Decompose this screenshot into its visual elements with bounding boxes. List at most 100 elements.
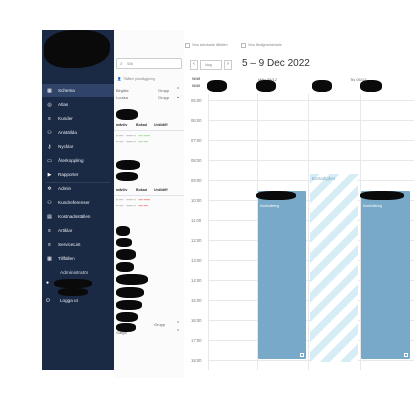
event-label: Kontrollering bbox=[260, 204, 280, 208]
employee-redacted bbox=[116, 312, 138, 322]
hour-label: 12:00 bbox=[191, 238, 202, 243]
truck-icon: ▶ bbox=[47, 171, 52, 178]
calendar-event[interactable]: Kontrollering bbox=[361, 191, 410, 359]
col-month: månliv bbox=[116, 123, 128, 127]
unavailable-block[interactable]: Bortadighet bbox=[310, 174, 358, 362]
sidebar-item-label: Rapporter bbox=[58, 172, 79, 177]
table-row: ━ ━━ ━━━ ━ ━━ ━━━ bbox=[116, 198, 151, 202]
sidebar-item-anställda[interactable]: ⚇ Anställda bbox=[42, 126, 114, 139]
search-placeholder: Sök bbox=[127, 62, 134, 66]
calendar-title: 5 – 9 Dec 2022 bbox=[242, 58, 310, 69]
group2-tag[interactable]: Grupp bbox=[158, 95, 170, 100]
column-divider bbox=[308, 94, 309, 370]
employee-redacted bbox=[116, 172, 138, 181]
hour-label: 07:00 bbox=[191, 138, 202, 143]
group1-tag[interactable]: Grupp bbox=[158, 88, 170, 93]
day-header-mon: Mån 05/12 bbox=[258, 77, 277, 82]
week-label-2: W40 bbox=[192, 83, 201, 88]
sidebar-item-label: Artiklar bbox=[58, 228, 73, 233]
chevron-up-icon[interactable]: ⌃ bbox=[176, 321, 181, 327]
sidebar-item-kostnadsställen[interactable]: ▤ Kostnadsställen bbox=[42, 210, 114, 223]
hour-label: 17:00 bbox=[191, 338, 202, 343]
header-redacted bbox=[312, 80, 332, 92]
calendar-event[interactable]: Kontrollering bbox=[258, 191, 306, 359]
sidebar-item-nycklar[interactable]: ⚷ Nycklar bbox=[42, 140, 114, 153]
col-diff: Unti/diff bbox=[154, 188, 168, 192]
users-icon: ⚇ bbox=[47, 199, 52, 206]
sidebar-item-admin[interactable]: ✲ Admin bbox=[42, 182, 114, 195]
sidebar-item-rapporter[interactable]: ▶ Rapporter bbox=[42, 168, 114, 181]
chevron-down-icon[interactable]: ⌄ bbox=[176, 94, 181, 100]
sidebar-item-schema[interactable]: ▦ Schema bbox=[42, 84, 114, 97]
bottom-group-name[interactable]: Grupp bbox=[154, 322, 166, 327]
search-input[interactable]: ⌕ Sök bbox=[116, 58, 182, 69]
day-header-tue: Tis 06/12 bbox=[350, 77, 367, 82]
table-row: ━ ━━ ━━━ ━ ━━ ━━ bbox=[116, 204, 148, 208]
sidebar-item-kundreferenser[interactable]: ⚇ Kundreferenser bbox=[42, 196, 114, 209]
chevron-up-icon[interactable]: ⌃ bbox=[176, 329, 181, 335]
chevron-up-icon[interactable]: ⌃ bbox=[176, 87, 181, 93]
employee-redacted bbox=[116, 323, 136, 332]
chat-icon: ▭ bbox=[47, 157, 52, 164]
group2-name: Louisa bbox=[116, 95, 128, 100]
sidebar-item-tillfällen[interactable]: ▦ Tillfällen bbox=[42, 252, 114, 265]
hour-label: 06:00 bbox=[191, 118, 202, 123]
column-divider bbox=[257, 94, 258, 370]
list-icon: ≡ bbox=[48, 115, 51, 122]
col-booked: Bokad bbox=[136, 188, 147, 192]
filter-panel: ⌕ Sök 👤 Tillåten planläggning Birgitta G… bbox=[114, 30, 184, 378]
logout-link[interactable]: Logga ut bbox=[60, 298, 78, 303]
list-icon: ≡ bbox=[48, 227, 51, 234]
hide-cancelled-checkbox[interactable] bbox=[185, 43, 190, 48]
sidebar-item-återkoppling[interactable]: ▭ Återkoppling bbox=[42, 154, 114, 167]
calendar-icon: ▦ bbox=[47, 255, 52, 262]
sidebar-item-kunder[interactable]: ≡ Kunder bbox=[42, 112, 114, 125]
event-title-redacted bbox=[256, 191, 296, 200]
list-icon: ≡ bbox=[48, 241, 51, 248]
event-label: Kontrollering bbox=[363, 204, 383, 208]
key-icon: ⚷ bbox=[47, 143, 52, 150]
hour-label: 15:00 bbox=[191, 298, 202, 303]
sidebar-item-artiklar[interactable]: ≡ Artiklar bbox=[42, 224, 114, 237]
column-divider bbox=[208, 94, 209, 370]
col-diff: Unti/diff bbox=[154, 123, 168, 127]
hour-label: 13:00 bbox=[191, 258, 202, 263]
hour-label: 11:00 bbox=[191, 218, 202, 223]
user-name-redacted bbox=[54, 279, 92, 288]
filter-person-icon: 👤 bbox=[117, 77, 122, 81]
table-row: ━ ━━ ━━━ ━ ━━ ━━━ bbox=[116, 134, 151, 138]
col-month: månliv bbox=[116, 188, 128, 192]
show-week-checkbox[interactable] bbox=[241, 43, 246, 48]
sidebar-item-label: Atlas bbox=[58, 102, 69, 107]
hour-label: 16:00 bbox=[191, 318, 202, 323]
sidebar-item-label: Kunder bbox=[58, 116, 73, 121]
hour-label: 14:00 bbox=[191, 278, 202, 283]
sidebar-item-label: Nycklar bbox=[58, 144, 74, 149]
sidebar-item-label: Schema bbox=[58, 88, 75, 93]
employee-redacted bbox=[116, 262, 134, 272]
hide-cancelled-label: Visa avbokade tillfällen bbox=[192, 43, 228, 47]
hour-label: 09:00 bbox=[191, 178, 202, 183]
next-button[interactable]: › bbox=[224, 60, 232, 70]
search-icon: ⌕ bbox=[120, 61, 123, 67]
hour-label: 08:00 bbox=[191, 158, 202, 163]
employee-redacted bbox=[116, 109, 138, 120]
note-icon bbox=[300, 353, 304, 357]
header-redacted bbox=[207, 80, 227, 92]
today-label: Idag bbox=[205, 63, 212, 67]
hour-grid-line bbox=[208, 160, 414, 161]
sidebar-item-label: Kostnadsställen bbox=[58, 214, 91, 219]
sidebar-item-servicelist[interactable]: ≡ ServiceList bbox=[42, 238, 114, 251]
sidebar-item-label: Kundreferenser bbox=[58, 200, 90, 205]
row-divider bbox=[114, 130, 184, 131]
prev-button[interactable]: ‹ bbox=[190, 60, 198, 70]
today-button[interactable]: Idag bbox=[200, 60, 222, 70]
event-title-redacted bbox=[360, 191, 404, 200]
sidebar-item-label: Återkoppling bbox=[58, 158, 84, 163]
header-redacted bbox=[360, 80, 382, 92]
grid-icon: ▤ bbox=[47, 213, 52, 220]
hour-label: 05:00 bbox=[191, 98, 202, 103]
sidebar-item-atlas[interactable]: ◎ Atlas bbox=[42, 98, 114, 111]
employee-redacted bbox=[116, 249, 136, 260]
employee-redacted bbox=[116, 160, 140, 170]
